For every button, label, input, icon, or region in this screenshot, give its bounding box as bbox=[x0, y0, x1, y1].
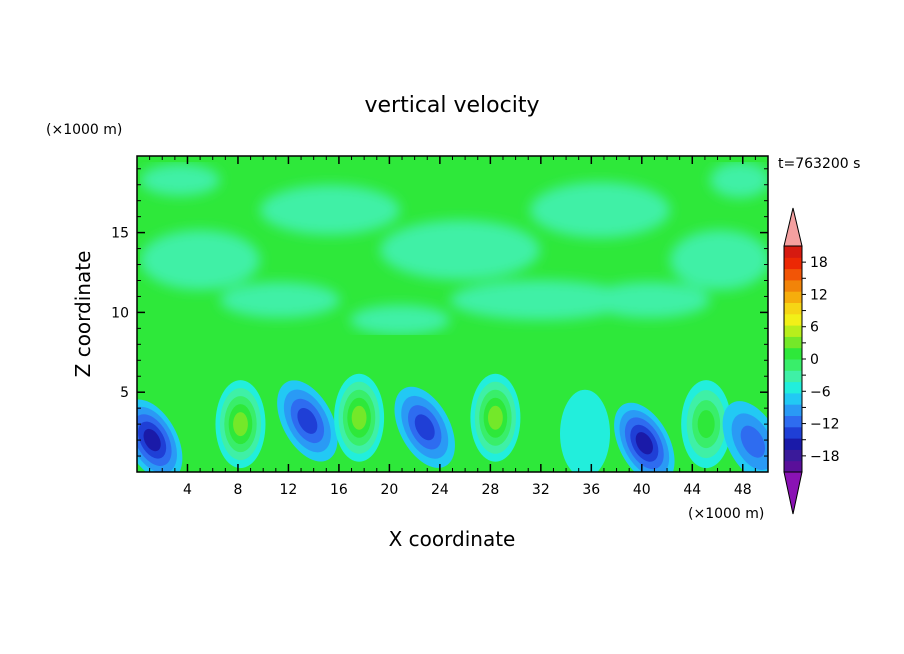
colorbar-swatch bbox=[784, 291, 802, 303]
colorbar-swatch bbox=[784, 415, 802, 428]
colorbar-swatch bbox=[784, 438, 802, 450]
x-tick-label: 16 bbox=[330, 482, 348, 498]
colorbar: 18 12 6 0 −6 −12 −18 bbox=[783, 207, 840, 515]
colorbar-tick-label: 18 bbox=[810, 255, 828, 271]
colorbar-extend-high bbox=[783, 207, 803, 247]
contour-level bbox=[560, 389, 611, 472]
contour-level bbox=[233, 412, 248, 437]
x-tick-label: 24 bbox=[431, 482, 449, 498]
x-tick-label: 44 bbox=[683, 482, 701, 498]
velocity-cell bbox=[277, 380, 338, 462]
contour-level bbox=[143, 428, 161, 452]
colorbar-tick-label: −6 bbox=[810, 384, 831, 400]
colorbar-swatch bbox=[784, 370, 802, 383]
velocity-cell bbox=[470, 373, 521, 462]
y-tick-label: 15 bbox=[111, 226, 129, 242]
contour-level bbox=[297, 407, 318, 434]
velocity-cell bbox=[614, 402, 675, 472]
velocity-cell bbox=[215, 380, 266, 469]
upper-field-patches bbox=[140, 162, 768, 335]
colorbar-swatch bbox=[784, 426, 802, 439]
x-axis-unit: (×1000 m) bbox=[688, 506, 764, 522]
colorbar-tick-label: 6 bbox=[810, 320, 819, 336]
colorbar-swatch bbox=[784, 359, 802, 371]
colorbar-swatch bbox=[784, 257, 802, 270]
colorbar-swatch bbox=[784, 404, 802, 416]
plot-area bbox=[137, 156, 768, 472]
colorbar-tick-label: 12 bbox=[810, 287, 828, 303]
colorbar-swatch bbox=[784, 449, 802, 462]
contour-level bbox=[740, 425, 766, 458]
colorbar-swatch bbox=[784, 460, 802, 473]
velocity-cells bbox=[137, 373, 768, 472]
y-tick-label: 10 bbox=[111, 305, 129, 321]
colorbar-swatch bbox=[784, 347, 802, 360]
colorbar-tick-label: 0 bbox=[810, 352, 819, 368]
colorbar-swatch bbox=[784, 302, 802, 315]
x-axis: 4 8 12 16 20 24 28 32 36 40 44 48 bbox=[149, 156, 756, 498]
velocity-cell bbox=[560, 389, 611, 472]
x-tick-label: 20 bbox=[380, 482, 398, 498]
colorbar-swatch bbox=[784, 325, 802, 337]
colorbar-swatch bbox=[784, 392, 802, 405]
colorbar-tick-label: −18 bbox=[810, 449, 840, 465]
x-tick-label: 28 bbox=[481, 482, 499, 498]
y-axis-unit: (×1000 m) bbox=[46, 122, 122, 138]
x-tick-label: 32 bbox=[532, 482, 550, 498]
colorbar-swatch bbox=[784, 381, 802, 394]
colorbar-swatch bbox=[784, 313, 802, 326]
colorbar-tick-label: −12 bbox=[810, 417, 840, 433]
x-tick-label: 36 bbox=[582, 482, 600, 498]
x-tick-label: 12 bbox=[280, 482, 298, 498]
chart-title: vertical velocity bbox=[364, 93, 539, 118]
colorbar-swatch bbox=[784, 246, 802, 258]
colorbar-extend-low bbox=[783, 471, 803, 515]
velocity-cell bbox=[681, 380, 732, 469]
contour-level bbox=[351, 405, 367, 430]
velocity-cell bbox=[394, 386, 455, 468]
x-tick-label: 48 bbox=[734, 482, 752, 498]
x-axis-label: X coordinate bbox=[389, 527, 516, 551]
colorbar-swatch bbox=[784, 336, 802, 349]
colorbar-swatch bbox=[784, 268, 802, 281]
contour-level bbox=[697, 410, 715, 439]
x-tick-label: 40 bbox=[633, 482, 651, 498]
velocity-cell bbox=[334, 373, 385, 462]
time-label: t=763200 s bbox=[778, 156, 860, 172]
contour-level bbox=[414, 414, 435, 441]
x-tick-label: 4 bbox=[183, 482, 192, 498]
y-tick-label: 5 bbox=[120, 385, 129, 401]
colorbar-swatch bbox=[784, 279, 802, 292]
contour-level bbox=[635, 432, 653, 455]
y-axis-label: Z coordinate bbox=[71, 251, 95, 378]
contour-level bbox=[488, 405, 503, 430]
y-axis: 5 10 15 bbox=[111, 168, 768, 457]
x-tick-label: 8 bbox=[233, 482, 242, 498]
